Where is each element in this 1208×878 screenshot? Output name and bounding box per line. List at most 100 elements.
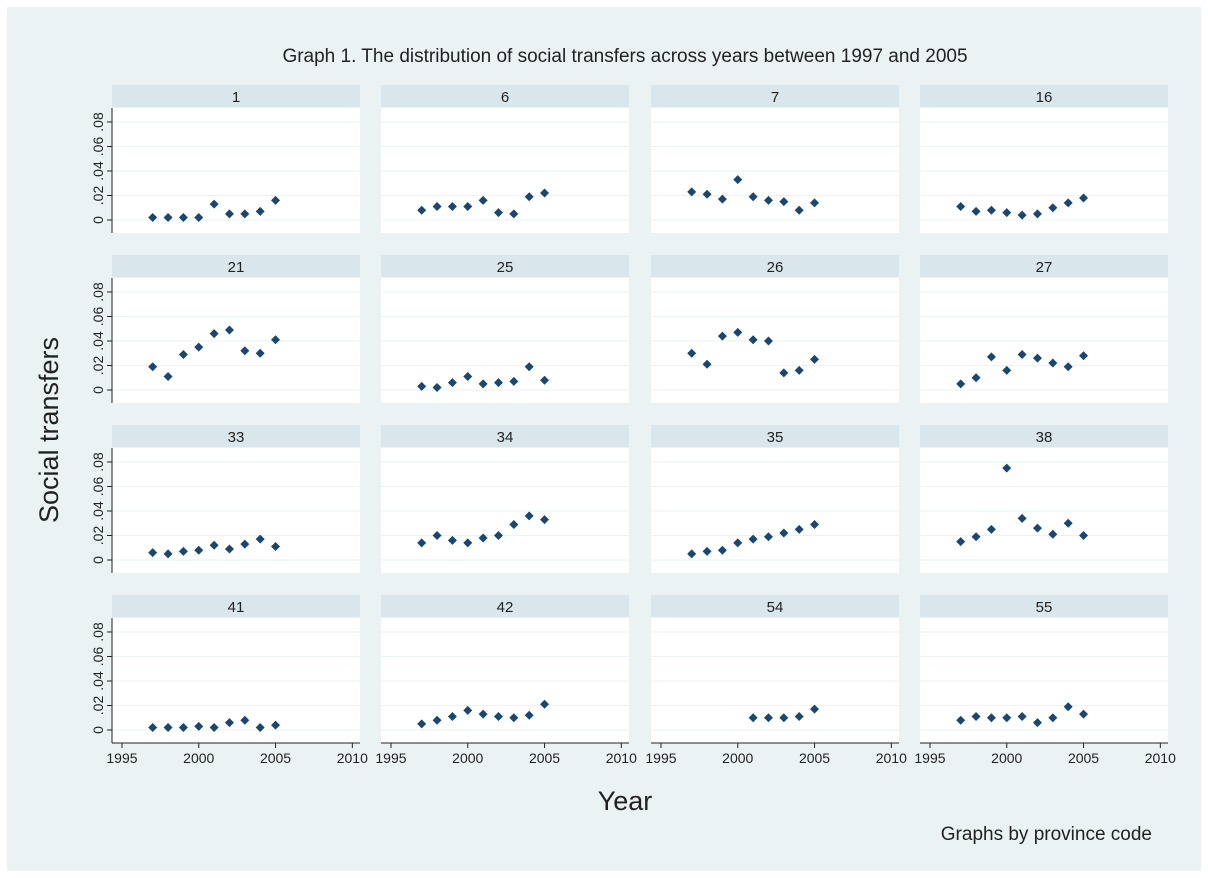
point <box>255 206 265 216</box>
point <box>687 549 697 559</box>
point <box>1048 203 1058 213</box>
point <box>240 346 250 356</box>
point <box>524 362 534 372</box>
y-tick-label: 0 <box>90 556 106 564</box>
y-axis-label: Social transfers <box>34 337 64 523</box>
point <box>810 354 820 364</box>
x-tick-label: 2000 <box>183 750 214 766</box>
point <box>1002 463 1012 473</box>
point <box>540 375 550 385</box>
point <box>702 359 712 369</box>
point <box>971 532 981 542</box>
point <box>509 713 519 723</box>
point <box>240 715 250 725</box>
point <box>463 538 473 548</box>
y-tick-label: .04 <box>90 671 106 691</box>
point <box>493 712 503 722</box>
panel-header <box>112 85 360 107</box>
point <box>733 538 743 548</box>
panel-header <box>651 595 899 617</box>
panel-title: 7 <box>771 89 779 106</box>
point <box>524 511 534 521</box>
point <box>956 202 966 212</box>
x-tick-label: 2000 <box>991 750 1022 766</box>
point <box>417 205 427 215</box>
panel-header <box>381 255 629 277</box>
point <box>1048 358 1058 368</box>
point <box>194 721 204 731</box>
y-tick-label: .04 <box>90 501 106 521</box>
point <box>432 383 442 393</box>
point <box>163 213 173 223</box>
point <box>763 532 773 542</box>
point <box>748 534 758 544</box>
point <box>779 713 789 723</box>
point <box>255 348 265 358</box>
point <box>779 528 789 538</box>
y-tick-label: .04 <box>90 331 106 351</box>
point <box>971 712 981 722</box>
point <box>794 524 804 534</box>
point <box>148 548 158 558</box>
point <box>1032 718 1042 728</box>
point <box>432 202 442 212</box>
y-tick-label: .06 <box>90 477 106 497</box>
point <box>447 378 457 388</box>
point <box>794 205 804 215</box>
point <box>687 348 697 358</box>
point <box>163 549 173 559</box>
point <box>148 723 158 733</box>
point <box>478 379 488 389</box>
point <box>1002 208 1012 218</box>
point <box>417 381 427 391</box>
point <box>509 519 519 529</box>
x-tick-label: 1995 <box>645 750 676 766</box>
point <box>779 197 789 207</box>
point <box>1063 518 1073 528</box>
point <box>432 715 442 725</box>
panel-header <box>920 255 1168 277</box>
point <box>194 545 204 555</box>
point <box>255 534 265 544</box>
y-tick-label: .06 <box>90 307 106 327</box>
point <box>1032 353 1042 363</box>
y-tick-label: .02 <box>90 356 106 376</box>
point <box>717 545 727 555</box>
panel-title: 34 <box>497 429 514 446</box>
point <box>810 704 820 714</box>
point <box>1048 529 1058 539</box>
point <box>717 194 727 204</box>
point <box>224 718 234 728</box>
point <box>1017 513 1027 523</box>
panel-title: 21 <box>228 259 245 276</box>
point <box>810 519 820 529</box>
x-axis-label: Year <box>598 786 653 816</box>
point <box>794 712 804 722</box>
x-tick-label: 2010 <box>876 750 907 766</box>
point <box>148 362 158 372</box>
point <box>971 373 981 383</box>
point <box>1017 210 1027 220</box>
x-tick-label: 2005 <box>1068 750 1099 766</box>
x-tick-label: 2000 <box>722 750 753 766</box>
point <box>1063 362 1073 372</box>
panel-header <box>381 85 629 107</box>
point <box>209 540 219 550</box>
point <box>717 331 727 341</box>
point <box>417 719 427 729</box>
point <box>447 202 457 212</box>
point <box>1079 193 1089 203</box>
y-tick-label: .08 <box>90 622 106 642</box>
panel-title: 16 <box>1036 89 1053 106</box>
point <box>163 723 173 733</box>
note: Graphs by province code <box>941 824 1152 845</box>
panel-header <box>920 425 1168 447</box>
point <box>956 715 966 725</box>
point <box>447 712 457 722</box>
panel-title: 26 <box>767 259 784 276</box>
point <box>240 539 250 549</box>
point <box>478 195 488 205</box>
point <box>163 372 173 382</box>
point <box>540 515 550 525</box>
